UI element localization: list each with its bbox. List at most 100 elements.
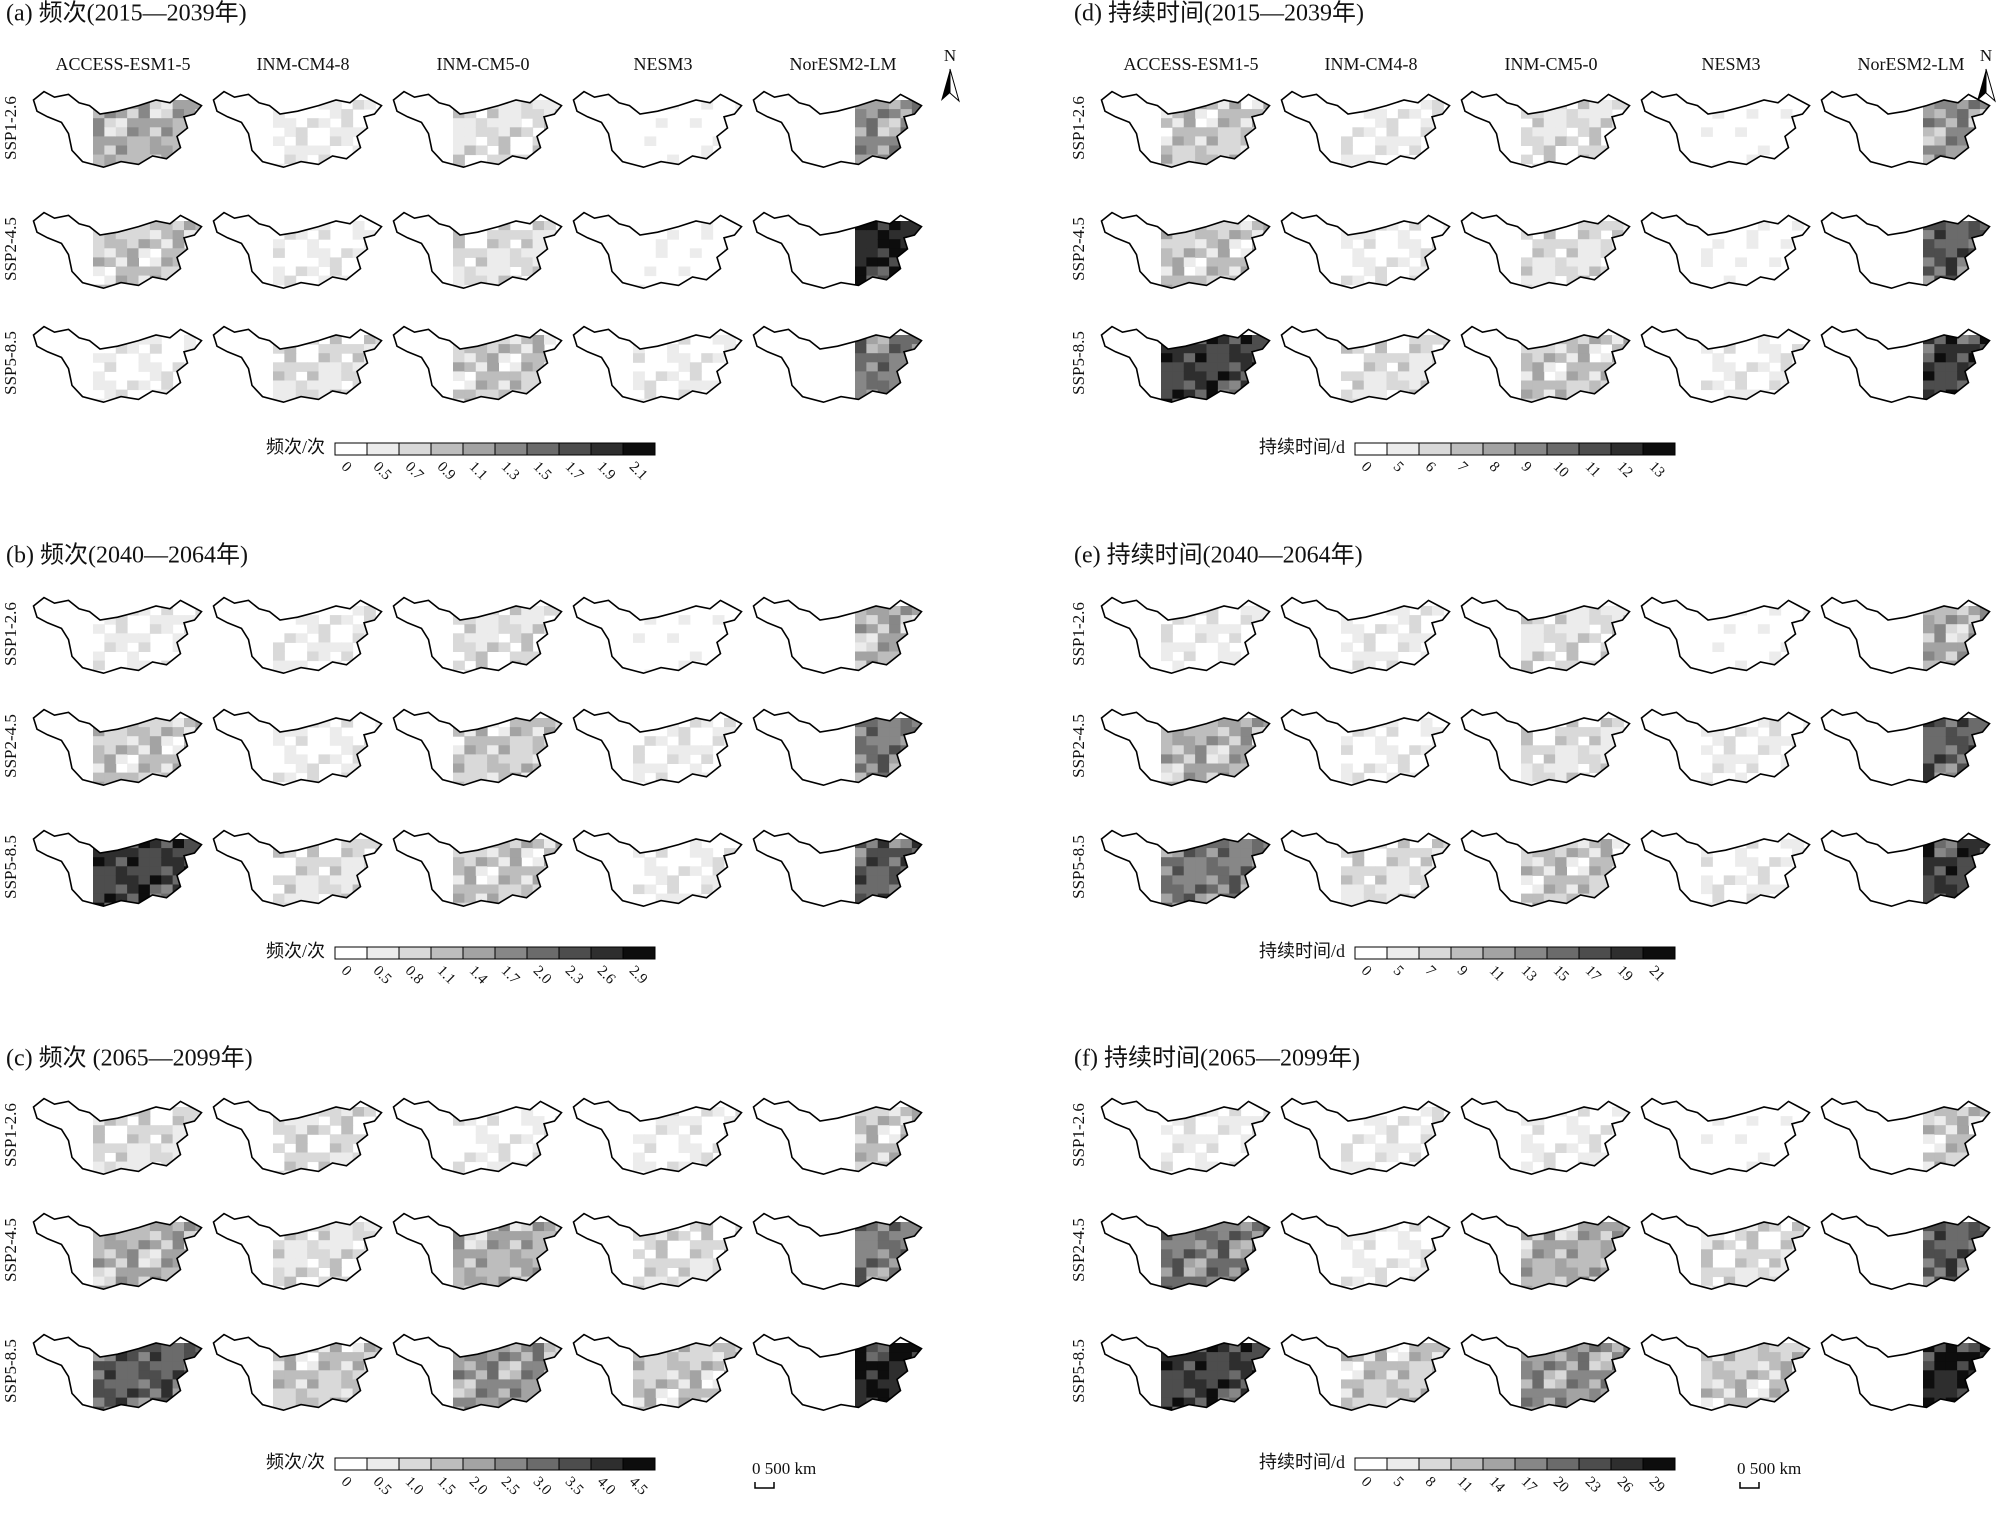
- grid-cell: [633, 1107, 645, 1117]
- grid-cell: [487, 1143, 499, 1153]
- grid-cell: [195, 651, 202, 662]
- grid-cell: [1206, 615, 1219, 625]
- grid-cell: [1780, 1170, 1793, 1175]
- grid-cell: [318, 380, 331, 391]
- grid-cell: [329, 335, 342, 345]
- grid-cell: [855, 353, 867, 363]
- grid-cell: [1229, 1406, 1242, 1411]
- grid-cell: [1420, 651, 1433, 662]
- grid-cell: [555, 642, 562, 652]
- grid-cell: [1769, 857, 1782, 867]
- grid-cell: [1957, 335, 1969, 345]
- grid-cell: [1195, 362, 1207, 372]
- grid-cell: [1945, 875, 1958, 885]
- grid-cell: [1543, 848, 1556, 858]
- grid-cell: [127, 781, 139, 786]
- grid-cell: [889, 1143, 901, 1153]
- grid-cell: [544, 902, 556, 907]
- scale-bar-label: 0 500 km: [752, 1459, 816, 1478]
- grid-cell: [866, 100, 879, 110]
- grid-cells: [1161, 606, 1270, 674]
- panel-title: (f) 持续时间(2065—2099年): [1074, 1045, 1360, 1072]
- grid-cell: [1723, 1267, 1736, 1278]
- grid-cell: [509, 1370, 522, 1380]
- grid-cell: [498, 875, 511, 885]
- grid-cell: [1945, 633, 1958, 643]
- legend-swatch: [1450, 946, 1484, 960]
- grid-cells: [453, 839, 562, 907]
- grid-cell: [104, 1222, 117, 1232]
- grid-cell: [498, 1222, 511, 1232]
- grid-cell: [195, 1276, 202, 1287]
- grid-cell: [1183, 230, 1196, 240]
- grid-cell: [464, 745, 477, 755]
- grid-cell: [644, 1343, 657, 1353]
- grid-cell: [877, 230, 890, 240]
- grid-cell: [1263, 763, 1270, 774]
- grid-cell: [352, 745, 365, 755]
- grid-cell: [104, 136, 117, 146]
- grid-cell: [184, 1222, 196, 1232]
- grid-cell: [532, 239, 545, 249]
- grid-cell: [1386, 284, 1399, 289]
- grid-cell: [161, 1161, 174, 1172]
- grid-cell: [532, 1388, 545, 1399]
- grid-cell: [1183, 275, 1196, 286]
- grid-cell: [1968, 1267, 1981, 1278]
- grid-cell: [1521, 257, 1533, 267]
- model-header: NESM3: [1701, 54, 1760, 74]
- basin-outline: [572, 90, 743, 169]
- grid-cell: [1555, 763, 1567, 774]
- grid-cell: [1543, 1152, 1556, 1163]
- grid-cell: [475, 1285, 488, 1290]
- grid-cells: [1521, 335, 1630, 403]
- grid-cell: [1172, 866, 1185, 876]
- grid-cell: [1521, 389, 1533, 400]
- grid-cell: [475, 893, 488, 904]
- grid-cell: [498, 727, 511, 737]
- grid-cell: [1612, 1276, 1624, 1287]
- grid-cell: [1443, 1240, 1450, 1250]
- grid-cell: [1555, 781, 1567, 786]
- grid-cell: [855, 1240, 867, 1250]
- grid-cell: [1252, 221, 1264, 231]
- grid-cell: [352, 848, 365, 858]
- grid-cell: [1252, 389, 1264, 400]
- grid-cell: [487, 248, 499, 258]
- grid-cell: [1263, 745, 1270, 755]
- grid-cell: [1240, 1231, 1253, 1241]
- grid-cell: [1195, 875, 1207, 885]
- grid-cell: [1375, 624, 1387, 634]
- grid-cell: [1566, 163, 1579, 168]
- grid-cell: [1612, 893, 1624, 904]
- grid-cell: [1968, 839, 1981, 849]
- grid-cell: [149, 1285, 162, 1290]
- grid-cell: [877, 875, 890, 885]
- grid-cell: [487, 1249, 499, 1259]
- grid-cell: [1612, 875, 1624, 885]
- grid-cell: [487, 745, 499, 755]
- model-header: INM-CM4-8: [1325, 54, 1418, 74]
- grid-cell: [1945, 745, 1958, 755]
- grid-cell: [341, 1222, 354, 1232]
- grid-cell: [889, 718, 901, 728]
- grid-cell: [521, 754, 534, 764]
- grid-cell: [655, 893, 668, 904]
- grid-cell: [1957, 902, 1969, 907]
- grid-cell: [1566, 660, 1579, 671]
- grid-cell: [375, 1161, 382, 1172]
- grid-cell: [1217, 230, 1230, 240]
- grid-cell: [1397, 875, 1410, 885]
- grid-cells: [93, 221, 202, 289]
- grid-cell: [855, 660, 867, 671]
- grid-cell: [1263, 257, 1270, 267]
- grid-cell: [329, 1152, 342, 1163]
- grid-cell: [1566, 353, 1579, 363]
- grid-cell: [138, 145, 151, 156]
- grid-cell: [1432, 335, 1444, 345]
- grid-cell: [104, 1116, 117, 1126]
- grid-cell: [1386, 1125, 1399, 1135]
- grid-cell: [735, 633, 742, 643]
- grid-cell: [555, 660, 562, 671]
- grid-cell: [284, 1107, 297, 1117]
